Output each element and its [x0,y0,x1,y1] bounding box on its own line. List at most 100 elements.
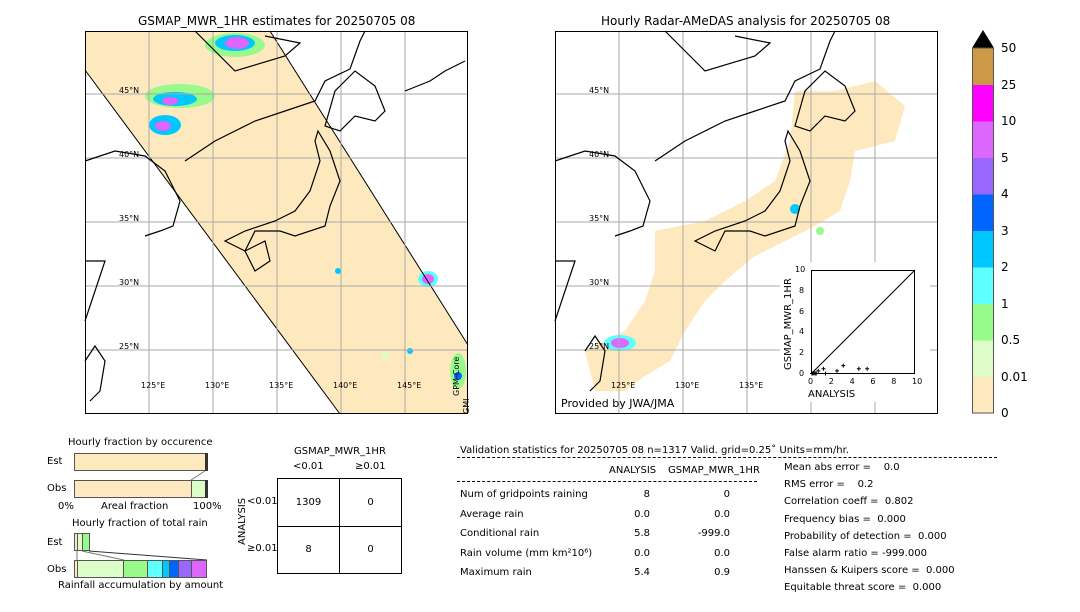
scatter-ytick: 8 [799,285,805,295]
lat-label: 30°N [119,278,140,287]
total-rain-bars [74,533,208,578]
scatter-background [780,262,930,402]
stat-analysis: 0.0 [634,547,650,559]
axis-100: 100% [193,501,222,512]
scatter-plot [810,269,916,376]
score: False alarm ratio = -999.000 [784,548,927,559]
colorbar-tick: 3 [1001,223,1009,238]
scatter-ytick: 4 [799,327,805,337]
stat-label: Average rain [460,508,524,520]
scatter-point [814,371,819,376]
scatter-point [823,371,828,376]
score: Hanssen & Kuipers score = 0.000 [784,565,955,577]
colorbar-bin [972,267,994,304]
obs-label: Obs [47,564,67,575]
stat-gsmap: 0.9 [714,567,730,578]
colorbar-tick: 10 [1001,114,1017,128]
scatter-point [835,368,839,373]
scatter-ytick: 2 [799,348,805,358]
colorbar-tick: 0.01 [1001,369,1028,384]
lon-label: 125°E [141,381,166,390]
scatter-ylabel: GSMAP_MWR_1HR [783,278,794,370]
lon-label: 135°E [269,381,294,390]
colorbar [972,30,994,414]
scatter-xlabel: ANALYSIS [808,389,856,400]
lon-label: 130°E [205,381,230,390]
colorbar-bin [972,194,994,231]
lat-label: 45°N [589,86,610,95]
colorbar-bin [972,340,994,377]
colorbar-bin [972,157,994,195]
colorbar-bin [972,230,994,268]
lat-label: 35°N [589,214,610,223]
colorbar-tick: 50 [1001,41,1017,55]
lon-label: 130°E [675,381,700,390]
colorbar-extend-arrow [972,30,994,48]
scatter-ytick: 0 [799,369,805,378]
rain-cells [145,33,466,389]
scatter-point [816,368,821,373]
est-label: Est [47,456,63,467]
divider [457,481,757,482]
lon-label: 125°E [611,381,636,390]
axis-0: 0% [58,501,74,512]
lat-label: 35°N [119,214,140,223]
stat-label: Num of gridpoints raining [460,489,588,500]
lat-label: 25°N [589,342,610,351]
coastlines [554,30,856,392]
score: Correlation coeff = 0.802 [784,496,914,508]
col-analysis: ANALYSIS [609,465,657,476]
scatter-point [856,366,861,371]
stat-analysis: 0.0 [634,508,650,520]
colorbar-bin [972,84,994,122]
colorbar-tick: 0.5 [1001,333,1021,347]
stat-label: Maximum rain [460,567,532,578]
lon-label: 145°E [397,381,422,390]
stat-gsmap: 0.0 [714,508,730,520]
col-header: ≥0.01 [355,461,386,472]
satellite-label: GPM-Core [452,356,461,396]
score: Equitable threat score = 0.000 [784,582,942,594]
rain-accum-label: Rainfall accumulation by amount [58,580,224,591]
colorbar-tick: 1 [1001,296,1009,311]
col-header: <0.01 [293,461,324,472]
colorbar-bin [972,303,994,341]
scatter-ytick: 10 [795,265,806,274]
data-credit: Provided by JWA/JMA [561,397,675,410]
obs-bar-norain [74,480,192,498]
coastlines [84,30,466,402]
row-header: ≥0.01 [247,543,278,554]
stat-analysis: 5.4 [634,567,650,578]
areal-fraction-label: Areal fraction [101,501,169,512]
left-map-title: GSMAP_MWR_1HR estimates for 20250705 08 [138,14,416,28]
stat-gsmap: 0.0 [714,547,730,559]
colorbar-tick: 0 [1001,406,1009,420]
cell: 0 [367,544,374,555]
row-header: <0.01 [247,496,278,507]
lat-label: 40°N [119,150,140,159]
lat-label: 45°N [119,86,140,95]
scatter-xtick: 0 [808,377,814,386]
scatter-point [865,366,870,371]
obs-bar-rain [191,480,206,498]
colorbar-bin [972,121,994,158]
stat-analysis: 5.8 [634,528,650,539]
one-to-one-line [810,269,916,375]
lon-label: 135°E [739,381,764,390]
lat-label: 25°N [119,342,140,351]
colorbar-bin [972,48,994,85]
scatter-point [841,363,846,368]
scatter-ytick: 6 [799,306,805,316]
scatter-xtick: 8 [891,377,897,386]
cell: 1309 [295,497,322,508]
stat-analysis: 8 [643,489,650,500]
cell: 8 [305,544,312,555]
lon-label: 140°E [333,381,358,390]
right-map-title: Hourly Radar-AMeDAS analysis for 2025070… [601,14,891,28]
scatter-xtick: 10 [912,377,923,386]
cell: 0 [367,497,374,508]
colorbar-tick: 25 [1001,77,1017,92]
stat-label: Conditional rain [460,528,540,539]
est-bar [74,453,207,471]
